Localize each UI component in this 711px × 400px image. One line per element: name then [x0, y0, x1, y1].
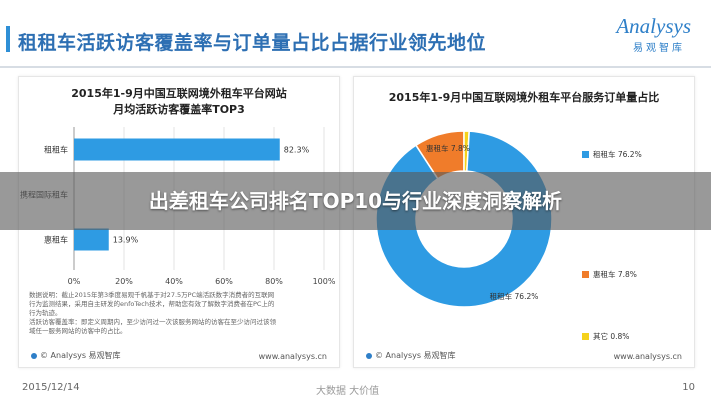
data-note-line: 数据说明：截止2015年第3季度易观千帆基于对27.5万PC端活跃数字消费者的互…: [29, 291, 275, 299]
bar-value-label: 82.3%: [284, 146, 310, 155]
source-credit-text: © Analysys 易观智库: [375, 351, 456, 360]
legend-label: 租租车 76.2%: [593, 149, 642, 159]
x-tick-label: 20%: [115, 277, 133, 286]
bar-chart-title-line2: 月均活跃访客覆盖率TOP3: [113, 103, 245, 116]
source-url: www.analysys.cn: [258, 352, 327, 361]
report-date: 2015/12/14: [22, 382, 80, 393]
data-note: 数据说明：截止2015年第3季度易观千帆基于对27.5万PC端活跃数字消费者的互…: [29, 291, 329, 336]
data-note-line: 活跃访客覆盖率：即定义周期内，至少访问过一次该服务网站的访客在至少访问过该领: [29, 318, 276, 326]
analysys-icon: [366, 352, 372, 359]
legend-swatch: [582, 151, 589, 158]
analysys-icon: [31, 352, 37, 359]
legend-label: 惠租车 7.8%: [593, 269, 637, 279]
header-divider: [0, 66, 711, 68]
source-credit: © Analysys 易观智库: [31, 350, 121, 361]
footer-watermark: 大数据 大价值: [316, 386, 380, 397]
logo-subtitle: 易观智库: [633, 43, 685, 54]
overlay-headline: 出差租车公司排名TOP10与行业深度洞察解析: [148, 189, 563, 213]
bar-chart-title-line1: 2015年1-9月中国互联网境外租车平台网站: [71, 87, 287, 100]
logo-wordmark: Analysys: [616, 14, 691, 38]
legend-swatch: [582, 271, 589, 278]
page-title: 租租车活跃访客覆盖率与订单量占比占据行业领先地位: [18, 32, 487, 54]
legend-swatch: [582, 333, 589, 340]
legend-label: 其它 0.8%: [593, 331, 629, 341]
x-tick-label: 40%: [165, 277, 183, 286]
overlay-banner: [0, 172, 711, 230]
source-credit: © Analysys 易观智库: [366, 350, 456, 361]
x-tick-label: 100%: [313, 277, 336, 286]
data-note-line: 域任一服务网站的访客中的占比。: [29, 327, 127, 335]
data-note-line: 行为轨迹。: [29, 309, 62, 317]
source-credit-text: © Analysys 易观智库: [40, 351, 121, 360]
slice-label: 租租车 76.2%: [490, 291, 539, 301]
bar: [74, 138, 280, 161]
data-note-line: 行为监测结果，采用自主研发的enfoTech技术，帮助您有效了解数字消费者在PC…: [29, 300, 275, 308]
category-label: 惠租车: [44, 235, 68, 245]
bar-value-label: 13.9%: [113, 236, 139, 245]
x-tick-label: 60%: [215, 277, 233, 286]
page-number: 10: [682, 382, 695, 393]
category-label: 租租车: [44, 145, 68, 155]
title-accent-bar: [6, 26, 10, 52]
analysys-logo: Analysys 易观智库: [581, 14, 691, 54]
x-tick-label: 0%: [68, 277, 81, 286]
source-url: www.analysys.cn: [613, 352, 682, 361]
x-tick-label: 80%: [265, 277, 283, 286]
donut-chart-title: 2015年1-9月中国互联网境外租车平台服务订单量占比: [388, 91, 660, 104]
bar: [74, 228, 109, 251]
slice-label: 惠租车 7.8%: [426, 143, 470, 153]
